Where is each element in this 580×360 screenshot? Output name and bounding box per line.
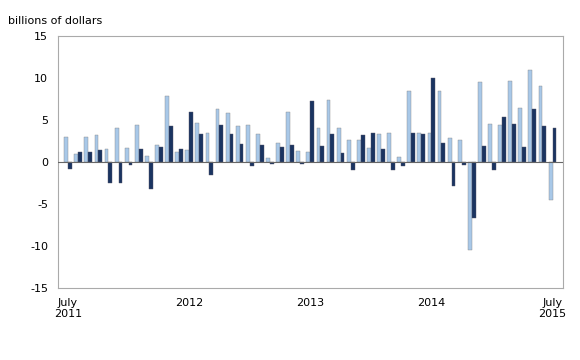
Bar xyxy=(361,135,365,162)
Bar xyxy=(209,162,213,175)
Bar xyxy=(276,143,280,162)
Bar xyxy=(472,162,476,218)
Bar xyxy=(310,101,314,162)
Bar xyxy=(296,151,300,162)
Bar xyxy=(118,162,122,183)
Bar xyxy=(68,162,72,169)
Bar xyxy=(462,162,466,165)
Bar xyxy=(528,69,532,162)
Bar xyxy=(452,162,455,185)
Bar xyxy=(542,126,546,162)
Bar xyxy=(219,125,223,162)
Bar xyxy=(492,162,496,170)
Text: billions of dollars: billions of dollars xyxy=(8,16,102,26)
Bar xyxy=(387,134,391,162)
Bar xyxy=(287,112,290,162)
Bar xyxy=(553,129,556,162)
Bar xyxy=(377,134,381,162)
Bar xyxy=(441,143,445,162)
Bar xyxy=(74,154,78,162)
Bar xyxy=(438,91,441,162)
Bar xyxy=(306,152,310,162)
Bar xyxy=(508,81,512,162)
Bar xyxy=(205,132,209,162)
Bar xyxy=(347,140,351,162)
Bar xyxy=(256,134,260,162)
Bar xyxy=(115,129,118,162)
Bar xyxy=(246,125,250,162)
Bar xyxy=(195,123,200,162)
Bar xyxy=(270,162,274,164)
Bar xyxy=(357,140,361,162)
Bar xyxy=(230,134,233,162)
Bar xyxy=(351,162,354,170)
Bar xyxy=(240,144,244,162)
Bar xyxy=(280,147,284,162)
Bar xyxy=(226,113,230,162)
Bar xyxy=(327,100,331,162)
Bar xyxy=(478,82,482,162)
Bar xyxy=(401,162,405,166)
Bar xyxy=(260,145,264,162)
Bar xyxy=(320,146,324,162)
Bar xyxy=(175,152,179,162)
Bar xyxy=(407,91,411,162)
Bar xyxy=(200,134,203,162)
Bar xyxy=(458,140,462,162)
Bar xyxy=(519,108,522,162)
Bar xyxy=(367,148,371,162)
Bar xyxy=(522,147,526,162)
Bar xyxy=(88,152,92,162)
Bar xyxy=(337,127,340,162)
Bar xyxy=(371,132,375,162)
Bar xyxy=(421,134,425,162)
Bar xyxy=(99,150,102,162)
Bar xyxy=(498,125,502,162)
Bar xyxy=(512,124,516,162)
Bar xyxy=(488,124,492,162)
Bar xyxy=(468,162,472,250)
Bar xyxy=(85,137,88,162)
Bar xyxy=(189,112,193,162)
Bar xyxy=(186,150,189,162)
Bar xyxy=(502,117,506,162)
Bar xyxy=(432,78,435,162)
Bar xyxy=(145,156,149,162)
Bar xyxy=(381,149,385,162)
Bar xyxy=(448,139,452,162)
Bar xyxy=(179,149,183,162)
Bar xyxy=(64,137,68,162)
Bar xyxy=(290,145,294,162)
Bar xyxy=(391,162,395,170)
Bar xyxy=(397,157,401,162)
Bar xyxy=(482,146,485,162)
Bar xyxy=(135,125,139,162)
Bar xyxy=(129,162,132,165)
Bar xyxy=(149,162,153,189)
Bar xyxy=(125,148,129,162)
Bar xyxy=(300,162,304,164)
Bar xyxy=(250,162,253,166)
Bar xyxy=(139,149,143,162)
Bar xyxy=(539,86,542,162)
Bar xyxy=(169,126,173,162)
Bar xyxy=(165,96,169,162)
Bar xyxy=(411,132,415,162)
Bar xyxy=(159,147,163,162)
Bar xyxy=(266,158,270,162)
Bar xyxy=(236,126,240,162)
Bar xyxy=(95,135,99,162)
Bar xyxy=(216,109,219,162)
Bar xyxy=(78,152,82,162)
Bar xyxy=(418,132,421,162)
Bar xyxy=(549,162,553,200)
Bar xyxy=(155,145,159,162)
Bar xyxy=(340,153,345,162)
Bar xyxy=(532,109,536,162)
Bar xyxy=(108,162,113,183)
Bar xyxy=(317,129,320,162)
Bar xyxy=(104,149,108,162)
Bar xyxy=(427,132,432,162)
Bar xyxy=(331,134,334,162)
